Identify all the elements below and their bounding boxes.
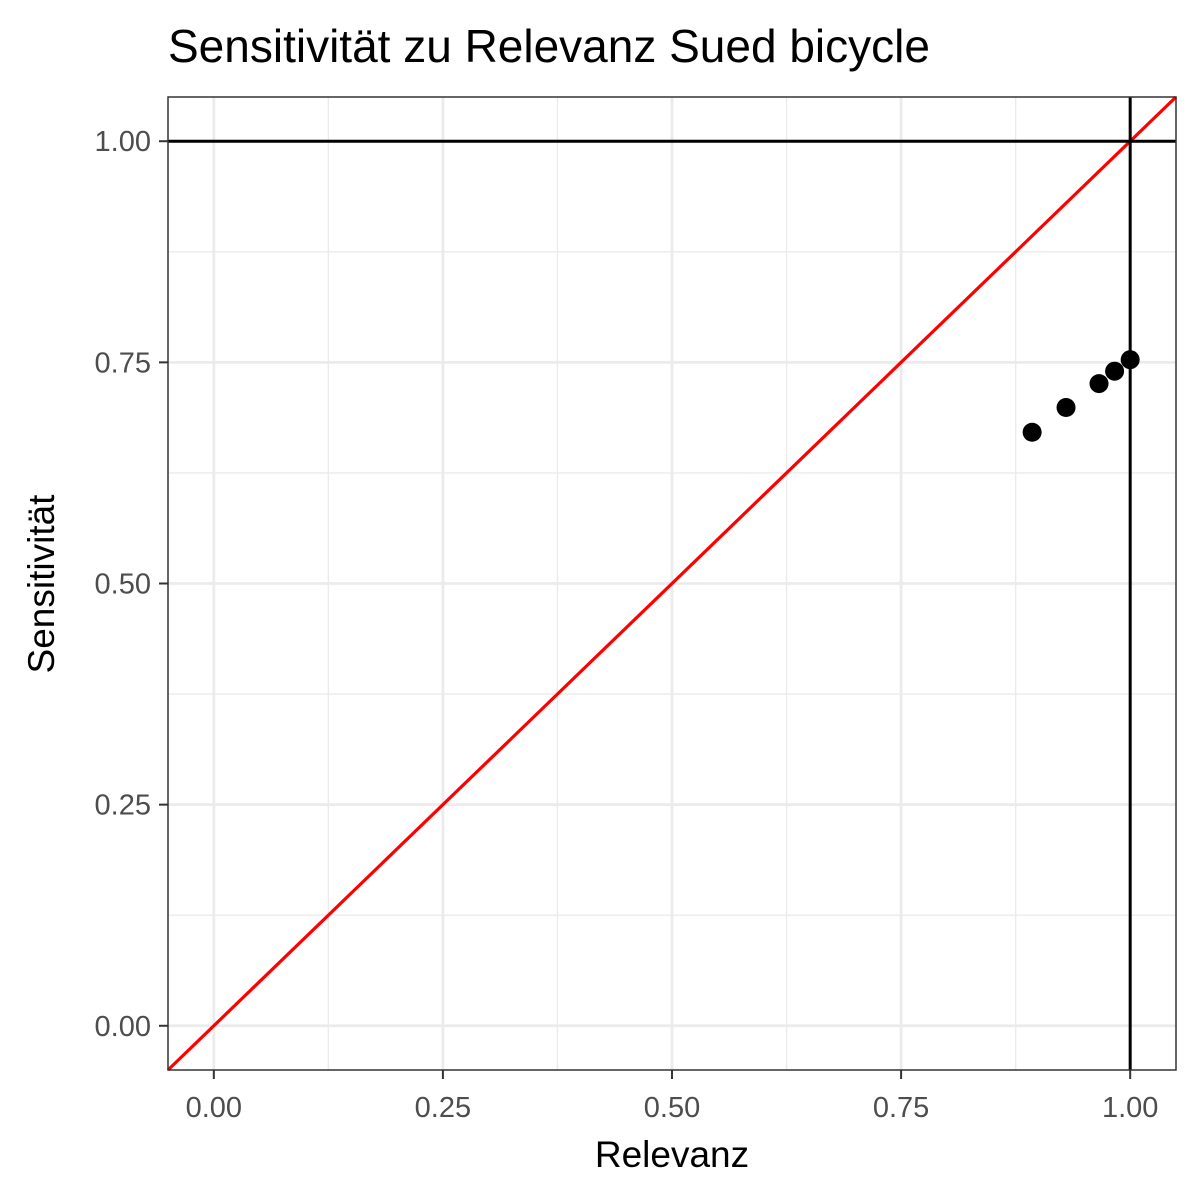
data-point	[1089, 374, 1109, 394]
x-tick-label: 0.50	[644, 1092, 700, 1124]
diagonal-reference-line	[166, 95, 1178, 1072]
data-point	[1056, 397, 1076, 417]
y-tick-label: 1.00	[95, 126, 151, 158]
x-tick-label: 1.00	[1102, 1092, 1158, 1124]
chart-title: Sensitivität zu Relevanz Sued bicycle	[168, 20, 930, 72]
x-tick-label: 0.25	[415, 1092, 471, 1124]
y-axis-title: Sensitivität	[21, 494, 62, 674]
reference-lines	[166, 95, 1178, 1072]
x-tick-label: 0.75	[873, 1092, 929, 1124]
data-point	[1022, 422, 1042, 442]
y-tick-label: 0.00	[95, 1011, 151, 1043]
y-tick-label: 0.25	[95, 790, 151, 822]
data-point	[1120, 350, 1140, 370]
y-tick-label: 0.75	[95, 347, 151, 379]
x-axis-title: Relevanz	[595, 1134, 749, 1175]
data-point	[1105, 361, 1125, 381]
x-axis-ticks: 0.00 0.25 0.50 0.75 1.00	[186, 1070, 1158, 1124]
x-tick-label: 0.00	[186, 1092, 242, 1124]
y-axis-ticks: 0.00 0.25 0.50 0.75 1.00	[95, 126, 168, 1043]
y-tick-label: 0.50	[95, 569, 151, 601]
data-points	[1022, 350, 1140, 442]
